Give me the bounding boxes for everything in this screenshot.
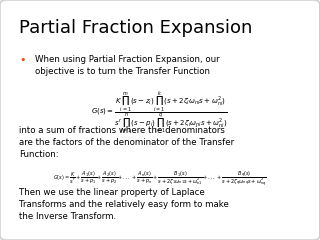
Text: $G(s) = \dfrac{K\prod_{i=1}^{m}(s-z_i)\prod_{i=1}^{k}(s+2\zeta_i\omega_{ni}s+\om: $G(s) = \dfrac{K\prod_{i=1}^{m}(s-z_i)\p… <box>92 90 228 136</box>
Text: $G(s)=\dfrac{K}{s^r}+\dfrac{A_1(s)}{s+p_1}+\dfrac{A_2(s)}{s+p_2}+...+\dfrac{A_n(: $G(s)=\dfrac{K}{s^r}+\dfrac{A_1(s)}{s+p_… <box>53 169 267 188</box>
Text: •: • <box>19 55 26 65</box>
Text: Then we use the linear property of Laplace
Transforms and the relatively easy fo: Then we use the linear property of Lapla… <box>19 188 229 221</box>
Text: When using Partial Fraction Expansion, our
objective is to turn the Transfer Fun: When using Partial Fraction Expansion, o… <box>35 55 220 76</box>
Text: Partial Fraction Expansion: Partial Fraction Expansion <box>19 19 252 37</box>
Text: into a sum of fractions where the denominators
are the factors of the denominato: into a sum of fractions where the denomi… <box>19 126 234 159</box>
